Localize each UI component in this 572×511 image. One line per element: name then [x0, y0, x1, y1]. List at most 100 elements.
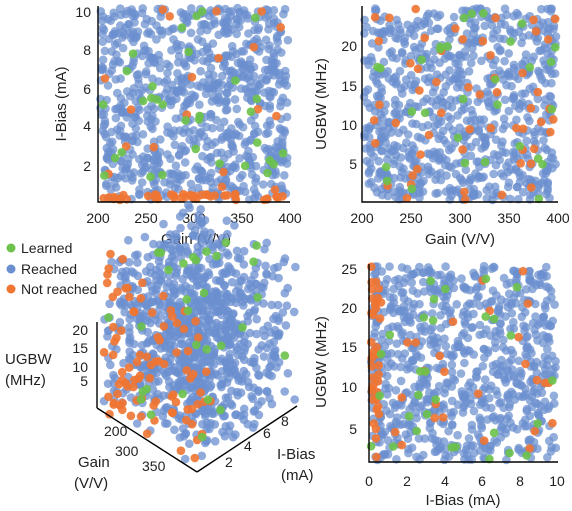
p4-ytick: 25: [341, 261, 357, 277]
learned-point: [153, 248, 163, 257]
not-reached-point: [276, 23, 286, 32]
reached-point: [252, 363, 261, 373]
reached-point: [493, 370, 502, 379]
reached-point: [269, 52, 279, 61]
reached-point: [209, 360, 219, 369]
reached-point: [538, 169, 548, 178]
reached-point: [499, 114, 509, 123]
reached-point: [229, 68, 239, 78]
reached-point: [159, 219, 168, 229]
not-reached-point: [411, 4, 421, 14]
p1-ytick: 8: [83, 42, 91, 58]
reached-point: [121, 23, 130, 32]
learned-point: [376, 349, 386, 359]
learned-point: [436, 42, 445, 52]
learned-point: [453, 133, 463, 143]
reached-point: [425, 423, 435, 433]
reached-point: [135, 185, 144, 194]
reached-point: [191, 165, 200, 174]
reached-point: [411, 119, 421, 129]
reached-point: [197, 175, 207, 185]
reached-point: [184, 338, 194, 347]
reached-point: [390, 187, 399, 197]
reached-point: [280, 387, 290, 396]
reached-point: [148, 385, 158, 394]
reached-point: [443, 379, 453, 388]
reached-point: [198, 168, 207, 177]
reached-point: [149, 239, 158, 249]
reached-point: [130, 251, 140, 260]
reached-point: [129, 58, 138, 67]
reached-point: [203, 42, 212, 52]
learned-point: [192, 340, 201, 350]
reached-point: [534, 180, 543, 190]
reached-point: [377, 190, 387, 200]
reached-point: [176, 223, 185, 233]
reached-point: [436, 442, 445, 451]
reached-point: [474, 126, 484, 135]
p2-ytick: 5: [349, 156, 357, 172]
reached-point: [445, 35, 454, 44]
reached-point: [404, 448, 413, 458]
reached-point: [533, 320, 543, 329]
reached-point: [495, 325, 505, 335]
reached-point: [441, 319, 451, 329]
reached-point: [388, 398, 398, 408]
reached-point: [490, 107, 499, 116]
reached-point: [394, 281, 404, 291]
reached-point: [521, 285, 531, 294]
not-reached-point: [413, 164, 422, 174]
not-reached-point: [99, 348, 109, 357]
reached-point: [401, 75, 411, 84]
reached-point: [199, 272, 209, 282]
p2-ytick: 20: [341, 38, 357, 54]
reached-point: [250, 87, 260, 96]
reached-point: [175, 433, 185, 442]
reached-point: [279, 257, 289, 267]
reached-point: [385, 409, 395, 419]
reached-point: [500, 95, 510, 105]
reached-point: [210, 420, 220, 429]
reached-point: [251, 177, 260, 187]
reached-point: [234, 376, 244, 385]
reached-point: [223, 251, 233, 260]
reached-point: [385, 48, 395, 58]
not-reached-point: [159, 322, 169, 331]
not-reached-point: [183, 346, 193, 356]
reached-point: [257, 282, 266, 292]
reached-point: [250, 121, 260, 131]
reached-point: [378, 450, 388, 459]
reached-point: [427, 97, 437, 106]
not-reached-point: [371, 424, 381, 434]
reached-point: [413, 16, 423, 26]
reached-point: [125, 91, 135, 101]
reached-point: [496, 19, 506, 29]
reached-point: [103, 379, 113, 389]
learned-point: [251, 13, 260, 22]
learned-point: [534, 194, 544, 204]
reached-point: [370, 270, 379, 279]
not-reached-point: [202, 367, 211, 377]
reached-point: [117, 301, 126, 310]
reached-point: [430, 285, 439, 295]
reached-point: [222, 216, 232, 225]
not-reached-point: [273, 193, 283, 203]
reached-point: [444, 272, 453, 282]
reached-point: [383, 390, 392, 399]
reached-point: [207, 287, 217, 297]
reached-point: [445, 66, 454, 75]
reached-point: [396, 84, 406, 93]
p2-xtick: 350: [497, 210, 521, 226]
reached-point: [227, 386, 236, 396]
reached-point: [451, 159, 461, 168]
reached-point: [448, 352, 457, 362]
reached-point: [471, 36, 480, 46]
reached-point: [197, 20, 206, 30]
learned-point: [547, 104, 557, 114]
reached-point: [464, 434, 474, 443]
reached-point: [228, 83, 238, 92]
reached-point: [377, 87, 387, 97]
p1-ytick: 2: [83, 158, 91, 174]
reached-point: [423, 149, 433, 158]
learned-point: [506, 37, 515, 46]
